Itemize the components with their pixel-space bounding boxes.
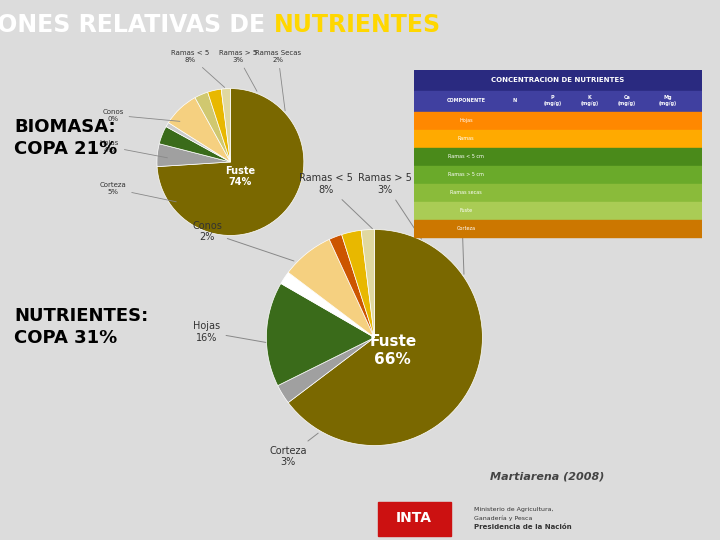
Text: Corteza: Corteza [456, 226, 475, 231]
Wedge shape [157, 144, 230, 167]
Text: Ramas > 5
3%: Ramas > 5 3% [219, 50, 257, 91]
Text: Ramas Secas
2%: Ramas Secas 2% [428, 173, 493, 274]
Text: Hojas
16%: Hojas 16% [194, 321, 266, 343]
Wedge shape [221, 89, 230, 162]
Wedge shape [157, 89, 304, 235]
Bar [414, 91, 702, 111]
Text: Ramas > 5
3%: Ramas > 5 3% [359, 173, 421, 239]
Text: Ramas > 5 cm: Ramas > 5 cm [448, 172, 484, 177]
Text: Presidencia de la Nación: Presidencia de la Nación [474, 524, 572, 530]
Text: Hojas: Hojas [459, 118, 472, 124]
Text: Ramas < 5 cm: Ramas < 5 cm [448, 154, 484, 159]
Text: PROPORCIONES RELATIVAS DE: PROPORCIONES RELATIVAS DE [0, 13, 274, 37]
Text: Ramas: Ramas [457, 137, 474, 141]
Text: Ramas < 5
8%: Ramas < 5 8% [171, 50, 225, 87]
Bar [414, 70, 702, 91]
Text: Ramas < 5
8%: Ramas < 5 8% [299, 173, 372, 228]
Text: Corteza
3%: Corteza 3% [269, 433, 318, 467]
Wedge shape [361, 230, 374, 338]
Text: Fuste: Fuste [459, 208, 472, 213]
Wedge shape [266, 284, 374, 386]
Text: NUTRIENTES:
COPA 31%: NUTRIENTES: COPA 31% [14, 307, 148, 347]
Text: INTA: INTA [396, 511, 432, 525]
Text: Ganadería y Pesca: Ganadería y Pesca [474, 516, 532, 521]
Text: BIOMASA:
COPA 21%: BIOMASA: COPA 21% [14, 118, 117, 158]
Wedge shape [288, 230, 482, 446]
Text: P
(mg/g): P (mg/g) [543, 96, 562, 106]
Text: Ramas secas: Ramas secas [450, 190, 482, 195]
Wedge shape [195, 92, 230, 162]
Wedge shape [168, 98, 230, 162]
Wedge shape [329, 234, 374, 338]
Text: Ca
(mg/g): Ca (mg/g) [618, 96, 636, 106]
Wedge shape [159, 126, 230, 162]
Text: NUTRIENTES: NUTRIENTES [274, 13, 441, 37]
Bar [414, 148, 702, 165]
Bar [414, 112, 702, 129]
Text: CONCENTRACION DE NUTRIENTES: CONCENTRACION DE NUTRIENTES [491, 77, 625, 83]
Wedge shape [278, 338, 374, 403]
Bar [414, 202, 702, 219]
Text: Martiarena (2008): Martiarena (2008) [490, 471, 604, 481]
Text: Mg
(mg/g): Mg (mg/g) [658, 96, 677, 106]
Bar [414, 166, 702, 183]
Text: Conos
2%: Conos 2% [192, 221, 294, 261]
Text: Corteza
5%: Corteza 5% [99, 182, 176, 202]
Text: Fuste
66%: Fuste 66% [369, 334, 416, 367]
Wedge shape [281, 272, 374, 338]
Text: Conos
0%: Conos 0% [102, 109, 180, 122]
Text: Hojas
4%: Hojas 4% [99, 140, 168, 158]
Text: Ramas Secas
2%: Ramas Secas 2% [255, 50, 301, 111]
Text: K
(mg/g): K (mg/g) [580, 96, 599, 106]
Wedge shape [207, 89, 230, 162]
Bar [414, 184, 702, 201]
Text: N: N [513, 98, 517, 103]
Text: Fuste
74%: Fuste 74% [225, 166, 255, 187]
Wedge shape [288, 239, 374, 338]
Bar [414, 130, 702, 147]
Text: Ministerio de Agricultura,: Ministerio de Agricultura, [474, 507, 553, 512]
Wedge shape [166, 123, 230, 162]
Text: COMPONENTE: COMPONENTE [446, 98, 485, 103]
Bar [378, 502, 451, 536]
Bar [414, 220, 702, 237]
Wedge shape [342, 231, 374, 338]
